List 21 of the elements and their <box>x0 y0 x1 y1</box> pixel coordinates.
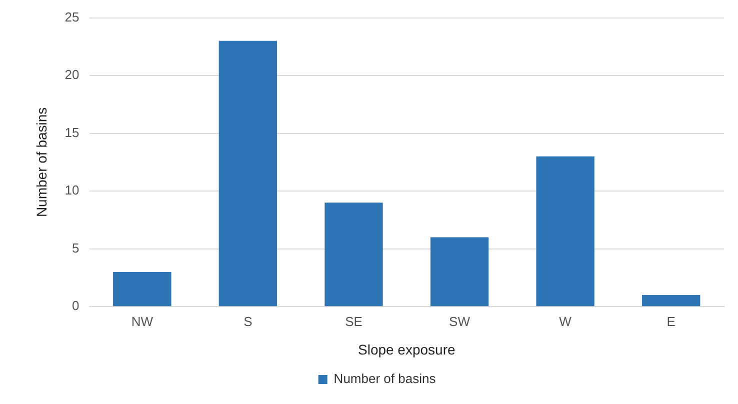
x-tick-label: E <box>666 314 676 329</box>
x-tick-label: SE <box>345 314 363 329</box>
bar <box>536 156 594 306</box>
y-tick-label: 5 <box>72 240 80 256</box>
x-tick-label: W <box>559 314 572 329</box>
legend-label: Number of basins <box>334 371 436 386</box>
y-tick-label: 15 <box>64 124 80 140</box>
bar <box>430 237 489 306</box>
y-axis-title: Number of basins <box>33 107 50 218</box>
x-tick-label: SW <box>449 314 471 329</box>
y-tick-label: 20 <box>64 67 80 82</box>
x-axis-title: Slope exposure <box>358 341 456 358</box>
y-tick-label: 10 <box>64 182 80 198</box>
x-tick-label: S <box>244 314 253 329</box>
bar <box>642 295 700 306</box>
y-tick-label: 0 <box>72 298 80 314</box>
bar <box>324 202 383 306</box>
x-tick-label: NW <box>131 314 154 329</box>
y-tick-label: 25 <box>64 9 80 24</box>
bar <box>113 272 172 306</box>
bar <box>218 40 278 306</box>
